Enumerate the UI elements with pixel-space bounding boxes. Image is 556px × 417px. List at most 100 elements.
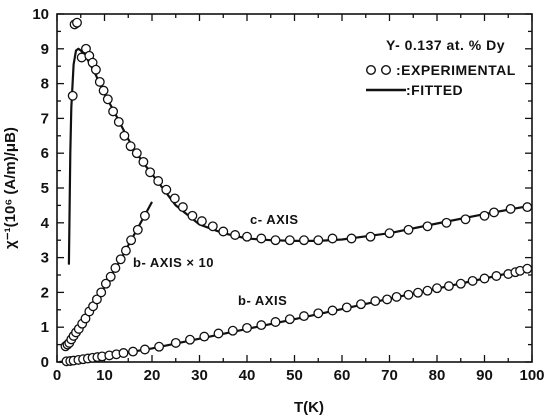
- data-point-series-2: [455, 278, 466, 289]
- data-point-series-0: [230, 230, 241, 240]
- data-point-series-0: [218, 226, 229, 237]
- data-point-series-2: [170, 337, 181, 348]
- x-tick-label: 20: [144, 367, 161, 384]
- data-point-series-2: [299, 311, 309, 322]
- x-tick-label: 60: [334, 367, 351, 384]
- data-point-series-0: [256, 233, 267, 244]
- experimental-points: [60, 17, 533, 367]
- y-tick-label: 10: [32, 6, 49, 23]
- data-point-series-1: [96, 287, 107, 298]
- data-point-series-0: [403, 224, 414, 235]
- x-tick-label: 50: [286, 367, 303, 384]
- legend: Y- 0.137 at. % Dy :EXPERIMENTAL :FITTED: [366, 37, 516, 98]
- data-point-series-2: [467, 275, 478, 286]
- y-tick-label: 0: [41, 354, 49, 371]
- data-point-series-1: [126, 235, 137, 246]
- data-point-series-1: [120, 245, 131, 256]
- y-tick-label: 9: [41, 41, 49, 58]
- data-point-series-2: [313, 308, 324, 319]
- data-point-series-0: [422, 221, 433, 232]
- legend-marker-experimental-2: [381, 64, 392, 75]
- data-point-series-2: [432, 283, 442, 294]
- data-point-series-0: [489, 207, 499, 218]
- data-point-series-1: [91, 294, 102, 305]
- y-tick-label: 7: [41, 110, 49, 127]
- data-point-series-0: [346, 233, 357, 244]
- data-point-series-0: [365, 231, 376, 242]
- data-point-series-2: [522, 263, 533, 274]
- annotation-c-axis: c- AXIS: [250, 212, 299, 227]
- legend-title: Y- 0.137 at. % Dy: [386, 37, 505, 53]
- data-point-series-1: [132, 224, 143, 235]
- data-point-series-2: [413, 287, 423, 298]
- y-tick-label: 6: [41, 145, 49, 162]
- data-point-series-0: [131, 148, 142, 159]
- y-tick-label: 8: [41, 76, 49, 93]
- legend-label-experimental: :EXPERIMENTAL: [396, 62, 516, 78]
- data-point-series-0: [125, 141, 136, 152]
- data-point-series-0: [284, 235, 295, 246]
- annotation-b-axis: b- AXIS: [238, 293, 287, 308]
- data-point-series-2: [270, 317, 281, 327]
- data-point-series-0: [242, 231, 252, 242]
- data-point-series-0: [299, 235, 309, 246]
- x-tick-label: 70: [381, 367, 398, 384]
- data-point-series-0: [522, 202, 533, 213]
- data-point-series-0: [270, 235, 281, 246]
- data-point-series-1: [105, 271, 116, 282]
- data-point-series-0: [460, 214, 471, 225]
- data-point-series-2: [403, 289, 414, 300]
- data-point-series-2: [213, 328, 224, 339]
- legend-marker-experimental: [366, 64, 377, 75]
- y-tick-label: 1: [41, 319, 49, 336]
- data-point-series-0: [145, 167, 156, 178]
- data-point-series-0: [441, 217, 452, 228]
- data-point-series-2: [341, 302, 352, 313]
- data-point-series-2: [284, 314, 295, 325]
- data-point-series-2: [422, 285, 433, 296]
- data-point-series-0: [196, 216, 207, 227]
- data-point-series-0: [177, 202, 188, 213]
- data-point-series-0: [207, 221, 218, 232]
- data-point-series-2: [479, 273, 490, 284]
- data-point-series-0: [138, 156, 149, 167]
- x-axis-title: T(K): [294, 399, 324, 416]
- data-point-series-1: [139, 210, 150, 221]
- data-point-series-0: [108, 106, 119, 117]
- data-point-series-2: [227, 325, 238, 336]
- data-point-series-2: [128, 346, 138, 357]
- y-tick-label: 5: [41, 180, 49, 197]
- data-point-series-0: [90, 64, 101, 75]
- data-point-series-2: [356, 299, 366, 310]
- data-point-series-2: [443, 281, 454, 292]
- data-point-series-0: [94, 76, 105, 87]
- x-tick-label: 90: [476, 367, 493, 384]
- data-point-series-0: [153, 176, 164, 186]
- data-point-series-2: [199, 331, 210, 342]
- x-tick-label: 30: [191, 367, 208, 384]
- data-point-series-2: [491, 271, 502, 281]
- data-point-series-0: [102, 94, 113, 105]
- data-point-series-2: [327, 305, 338, 316]
- data-point-series-1: [100, 278, 111, 289]
- data-point-series-0: [327, 233, 338, 244]
- x-tick-label: 100: [519, 367, 544, 384]
- x-tick-label: 80: [429, 367, 446, 384]
- legend-label-fitted: :FITTED: [406, 82, 463, 98]
- data-point-series-2: [118, 348, 129, 358]
- data-point-series-1: [115, 254, 126, 265]
- x-tick-label: 10: [96, 367, 113, 384]
- x-tick-label: 0: [53, 367, 61, 384]
- data-point-series-0: [119, 130, 130, 141]
- y-tick-label: 2: [41, 284, 49, 301]
- data-point-series-0: [187, 210, 198, 221]
- data-point-series-2: [154, 341, 165, 352]
- data-point-series-1: [110, 263, 121, 273]
- data-point-series-2: [256, 320, 267, 331]
- data-point-series-0: [72, 17, 82, 28]
- x-tick-label: 40: [239, 367, 256, 384]
- data-point-series-0: [67, 90, 78, 101]
- data-point-series-0: [113, 116, 124, 127]
- data-point-series-2: [382, 294, 393, 305]
- y-tick-label: 3: [41, 250, 49, 267]
